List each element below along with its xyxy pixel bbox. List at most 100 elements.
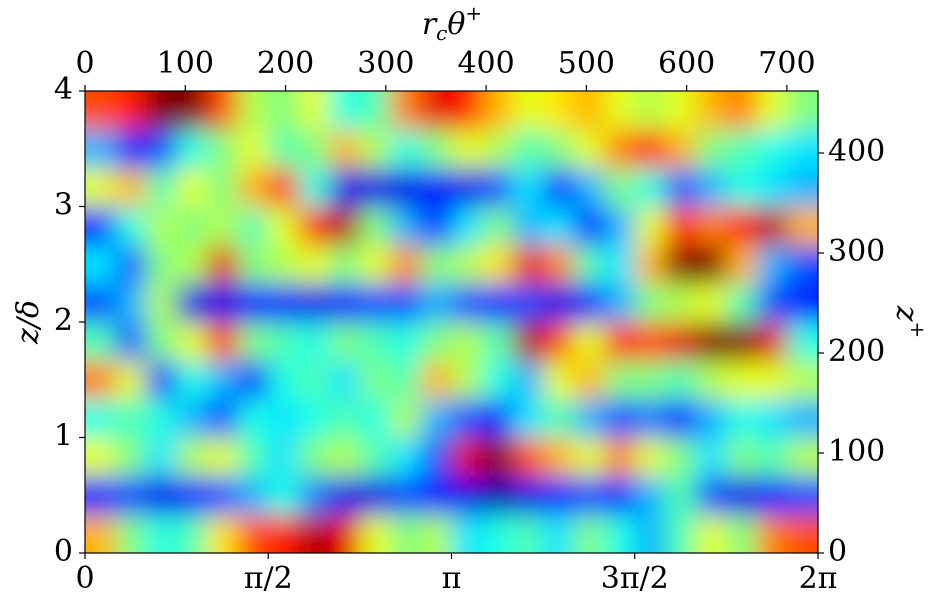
field-cell (787, 91, 818, 131)
field-cell (726, 129, 758, 169)
field-cell (85, 514, 117, 553)
y-tick-label: 0 (54, 534, 73, 569)
field-cell (787, 399, 818, 439)
field-cell (634, 91, 666, 131)
plot-area (85, 91, 818, 553)
field-cell (604, 206, 636, 246)
field-cell (176, 283, 208, 323)
field-cell (604, 283, 636, 323)
field-cell (390, 399, 422, 439)
field-cell (573, 168, 605, 208)
field-cell (146, 399, 178, 439)
field-cell (207, 91, 239, 131)
field-cell (512, 360, 544, 400)
field-cell (787, 206, 818, 246)
field-cell (543, 91, 575, 131)
field-cell (665, 283, 697, 323)
field-cell (176, 91, 208, 131)
field-cell (451, 437, 483, 477)
field-cell (390, 245, 422, 285)
field-cell (146, 322, 178, 362)
field-cell (665, 206, 697, 246)
field-cell (390, 129, 422, 169)
field-cell (756, 476, 789, 516)
field-cell (329, 129, 361, 169)
field-cell (756, 168, 789, 208)
field-cell (237, 245, 269, 285)
field-cell (695, 514, 727, 553)
field-cell (237, 129, 269, 169)
field-cell (268, 168, 300, 208)
field-cell (512, 283, 544, 323)
field-cell (512, 129, 544, 169)
field-cell (146, 91, 178, 131)
field-cell (359, 437, 392, 477)
label-part: c (436, 21, 447, 45)
field-cell (543, 168, 575, 208)
field-cell (359, 476, 392, 516)
field-cell (634, 360, 666, 400)
field-cell (207, 168, 239, 208)
field-cell (329, 245, 361, 285)
field-cell (268, 360, 300, 400)
field-cell (420, 399, 453, 439)
field-cell (665, 168, 697, 208)
field-cell (176, 322, 208, 362)
field-cell (146, 245, 178, 285)
field-cell (420, 360, 453, 400)
field-cell (604, 399, 636, 439)
field-cell (512, 322, 544, 362)
field-cell (543, 399, 575, 439)
field-cell (543, 129, 575, 169)
field-cell (85, 91, 117, 131)
field-cell (726, 360, 758, 400)
field-cell (268, 245, 300, 285)
field-cell (207, 360, 239, 400)
right-axis-label: z+ (889, 305, 931, 339)
field-cell (573, 437, 605, 477)
field-cell (634, 514, 666, 553)
label-part: + (907, 322, 931, 339)
field-cell (237, 399, 269, 439)
field-cell (359, 322, 392, 362)
field-cell (176, 129, 208, 169)
field-cell (634, 283, 666, 323)
field-cell (482, 129, 514, 169)
right-tick-label: 0 (828, 534, 847, 569)
field-cell (237, 437, 269, 477)
field-cell (543, 360, 575, 400)
field-cell (787, 514, 818, 553)
field-cell (604, 437, 636, 477)
field-cell (665, 476, 697, 516)
field-cell (634, 399, 666, 439)
field-cell (390, 91, 422, 131)
right-tick-label: 200 (828, 334, 885, 369)
field-cell (420, 206, 453, 246)
field-cell (451, 322, 483, 362)
field-cell (237, 168, 269, 208)
field-cell (390, 283, 422, 323)
field-cell (634, 322, 666, 362)
right-tick-label: 300 (828, 234, 885, 269)
field-cell (115, 514, 147, 553)
field-cell (695, 437, 727, 477)
field-cell (207, 476, 239, 516)
field-cell (329, 322, 361, 362)
field-cell (268, 322, 300, 362)
x-tick-label: 3π/2 (601, 561, 669, 596)
x-tick-label: 2π (799, 561, 838, 596)
field-cell (420, 514, 453, 553)
field-cell (329, 514, 361, 553)
field-cell (237, 322, 269, 362)
field-cell (543, 437, 575, 477)
top-tick-label: 300 (357, 46, 414, 81)
field-cell (695, 91, 727, 131)
field-cell (665, 399, 697, 439)
field-cell (756, 129, 789, 169)
left-axis-label: z/δ (11, 300, 46, 345)
field-cell (512, 514, 544, 553)
field-cell (237, 206, 269, 246)
field-cell (451, 245, 483, 285)
field-cell (451, 168, 483, 208)
top-tick-label: 500 (558, 46, 615, 81)
